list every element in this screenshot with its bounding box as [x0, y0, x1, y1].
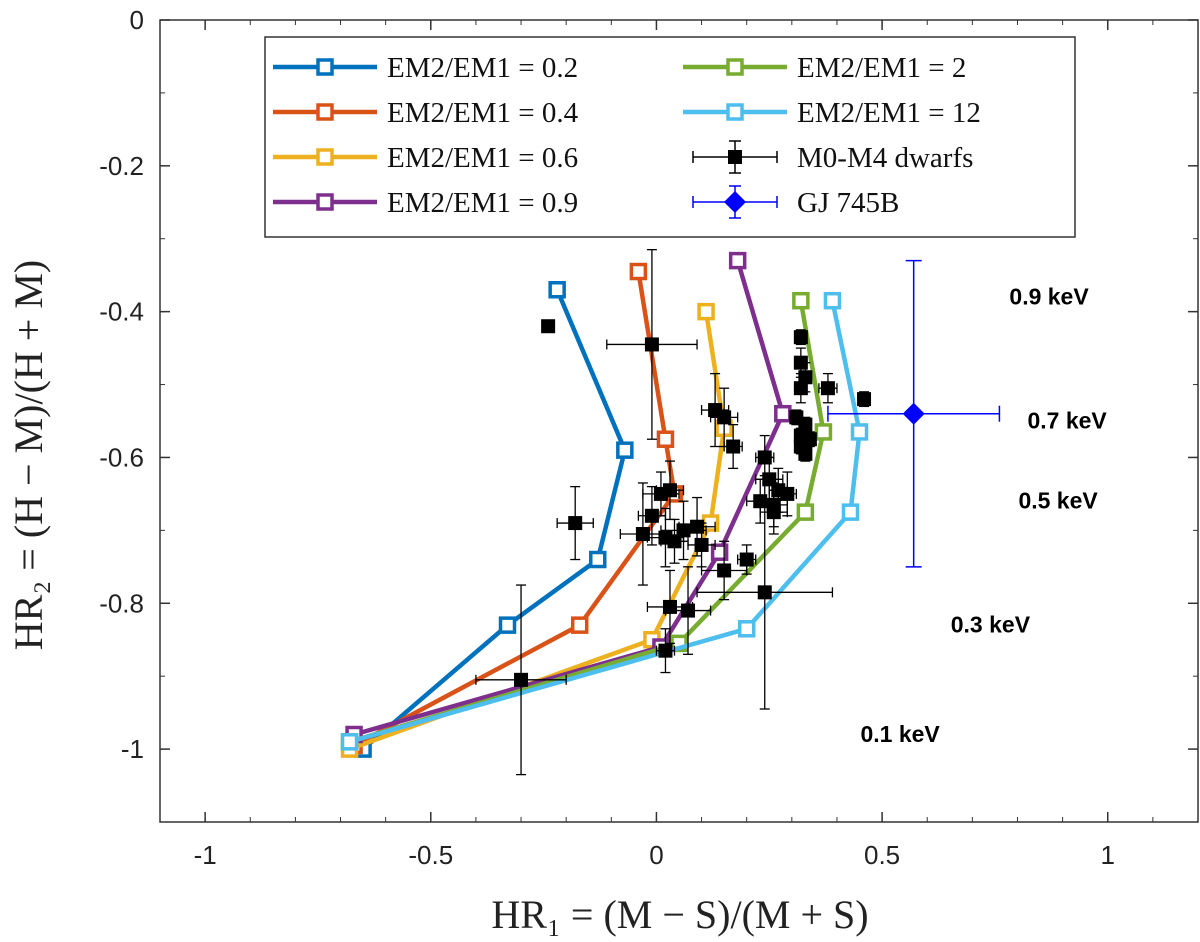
dwarf-point — [717, 563, 732, 578]
dwarf-point — [541, 319, 556, 334]
dwarf-point — [658, 643, 673, 658]
plot-frame — [159, 19, 1199, 823]
legend-label: EM2/EM1 = 0.4 — [387, 97, 579, 129]
legend: EM2/EM1 = 0.2 EM2/EM1 = 0.4 EM2/EM1 = 0.6 E… — [264, 36, 1076, 238]
axes: -1 -0.5 0 0.5 1 0 -0.2 -0.4 -0.6 -0.8 -1 — [99, 5, 1199, 870]
series-marker — [570, 616, 589, 634]
dwarf-point — [857, 392, 872, 407]
energy-annotation: 0.5 keV — [1018, 487, 1098, 513]
dwarf-point — [662, 599, 677, 614]
y-tick-label: -0.4 — [99, 297, 144, 327]
series-marker — [656, 430, 675, 448]
legend-marker — [726, 103, 744, 121]
x-tick-label: 0 — [649, 840, 663, 870]
legend-marker — [316, 148, 334, 166]
dwarf-point — [793, 381, 808, 396]
dwarf-point — [568, 516, 583, 531]
dwarf-point — [644, 337, 659, 352]
x-tick-label: -1 — [194, 840, 217, 870]
energy-annotation: 0.9 keV — [1009, 283, 1089, 309]
series-marker — [616, 441, 634, 459]
legend-marker — [724, 191, 746, 213]
series-marker — [823, 291, 842, 310]
dwarf-point — [717, 410, 732, 425]
legend-label: EM2/EM1 = 12 — [797, 97, 981, 129]
gj745b-point — [902, 402, 925, 425]
series-marker — [841, 503, 860, 521]
series-marker — [697, 302, 715, 321]
dwarf-point — [798, 446, 813, 461]
legend-label: M0-M4 dwarfs — [797, 142, 973, 174]
y-tick-label: -0.8 — [99, 588, 144, 618]
series-marker — [850, 423, 869, 441]
dwarf-point — [635, 527, 650, 542]
dwarf-point — [694, 537, 709, 552]
legend-label: EM2/EM1 = 0.6 — [387, 142, 578, 174]
series-line — [353, 259, 786, 737]
dwarf-point — [667, 534, 682, 549]
series-marker — [629, 262, 648, 281]
x-axis-label: HR₁ = (M − S)/(M + S) — [491, 892, 868, 937]
series-marker — [737, 620, 756, 638]
dwarf-point — [644, 508, 659, 523]
legend-label: EM2/EM1 = 2 — [797, 52, 966, 84]
series-marker — [498, 616, 517, 634]
energy-annotation: 0.3 keV — [951, 611, 1031, 637]
legend-marker — [728, 150, 742, 164]
x-tick-label: 0.5 — [864, 840, 900, 870]
dwarf-point — [780, 486, 795, 501]
y-tick-label: -0.6 — [99, 442, 144, 472]
series-marker — [792, 291, 810, 310]
legend-box — [264, 36, 1076, 238]
series-marker — [548, 281, 566, 299]
dwarf-point — [757, 585, 772, 600]
x-tick-label: -0.5 — [408, 840, 453, 870]
series-marker — [589, 550, 607, 569]
series-marker — [774, 404, 792, 423]
series-marker — [710, 543, 729, 561]
y-axis-label: HR₂ = (H − M)/(H + M) — [6, 260, 51, 651]
legend-marker — [726, 58, 744, 76]
scatter-points — [475, 249, 1001, 776]
y-tick-label: -1 — [121, 734, 144, 764]
annotations: 0.9 keV 0.7 keV 0.5 keV 0.3 keV 0.1 keV — [860, 283, 1107, 746]
x-tick-label: 1 — [1101, 840, 1115, 870]
legend-label: EM2/EM1 = 0.2 — [387, 52, 578, 84]
dwarf-point — [766, 505, 781, 520]
y-tick-label: 0 — [130, 5, 144, 35]
energy-annotation: 0.7 keV — [1027, 407, 1107, 433]
y-tick-label: -0.2 — [99, 151, 144, 181]
energy-annotation: 0.1 keV — [860, 721, 940, 747]
legend-label: EM2/EM1 = 0.9 — [387, 187, 578, 219]
dwarf-point — [820, 381, 835, 396]
series-marker — [796, 503, 815, 521]
series-marker — [340, 733, 359, 751]
series-marker — [814, 423, 833, 441]
dwarf-point — [726, 439, 741, 454]
dwarf-point — [793, 330, 808, 345]
dwarf-point — [662, 483, 677, 498]
legend-marker — [316, 103, 334, 121]
dwarf-point — [514, 672, 529, 687]
legend-marker — [316, 193, 334, 211]
legend-marker — [316, 58, 334, 76]
dwarf-point — [739, 552, 754, 567]
series-line — [348, 300, 862, 744]
series-marker — [728, 251, 747, 270]
legend-label: GJ 745B — [797, 187, 899, 219]
